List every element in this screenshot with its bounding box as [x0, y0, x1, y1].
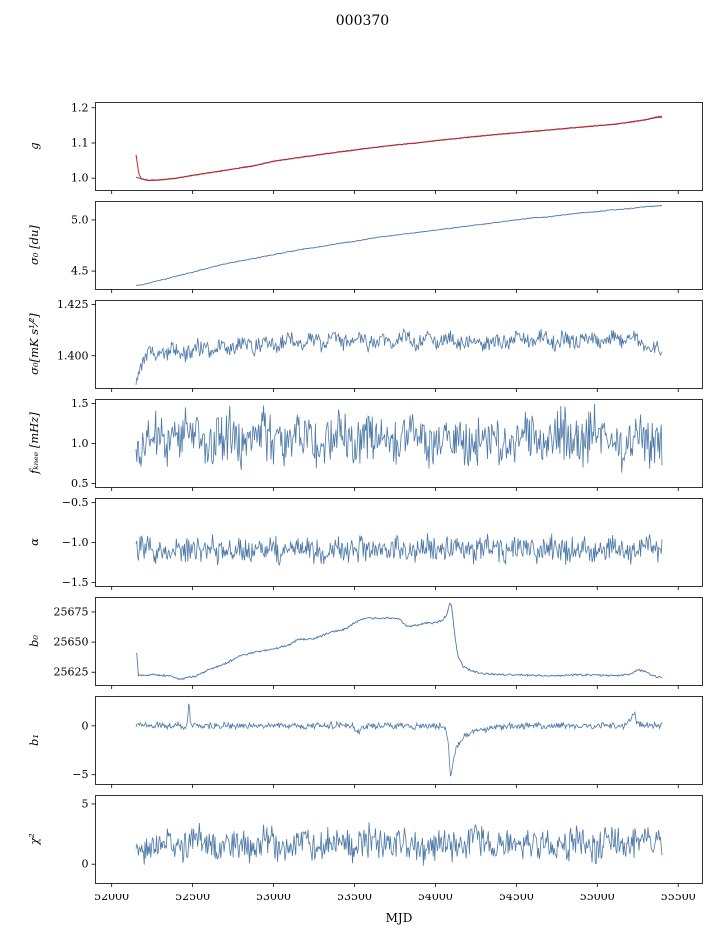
y-tick-label: 25650	[54, 636, 89, 649]
subplot-b1: −5 0 b₁	[27, 696, 703, 788]
y-tick-label: 1.2	[71, 102, 89, 114]
x-tick-label: 52000	[94, 894, 129, 903]
y-tick-label: 0	[82, 858, 89, 871]
y-tick-label: 0	[82, 719, 89, 732]
series-b0	[135, 602, 663, 681]
series-sigma0-du	[135, 205, 663, 286]
y-tick-label: 1.1	[71, 136, 89, 149]
subplot-alpha: −1.5 −1.0 −0.5 α	[27, 498, 703, 590]
y-tick-label: −1.5	[62, 576, 89, 589]
subplot-f-knee: 0.5 1.0 1.5 fₖₙₑₑ [mHz]	[27, 399, 703, 491]
y-axis-label: g	[27, 142, 41, 149]
plot-border	[95, 102, 703, 191]
y-tick-label: 5.0	[71, 213, 89, 226]
x-axis-label: MJD	[386, 911, 413, 925]
series-chi2	[135, 822, 663, 866]
subplot-stack: 1.0 1.1 1.2 g 4.5 5.0 σ₀ [du] 1.400 1.425 σ₀[mK s…	[0, 102, 725, 934]
x-tick-label: 55000	[580, 894, 615, 903]
y-tick-label: 5	[82, 797, 89, 810]
y-tick-label: 0.5	[71, 477, 89, 490]
series-b1	[135, 703, 663, 777]
plot-border	[95, 399, 703, 488]
series-sigma0-mK	[135, 328, 663, 385]
plot-border	[95, 498, 703, 587]
subplot-chi2: 0 5 χ²	[27, 795, 703, 887]
subplot-g: 1.0 1.1 1.2 g	[27, 102, 703, 194]
y-axis-label: b₀	[27, 635, 41, 647]
x-tick-label: 53500	[337, 894, 372, 903]
x-tick-label: 55500	[661, 894, 696, 903]
x-tick-label: 54500	[499, 894, 534, 903]
y-axis-label: σ₀[mK s¹⁄²]	[27, 313, 41, 375]
x-axis: 52000 52500 53000 53500 54000 54500 55000 55500…	[94, 894, 696, 925]
series-f-knee	[135, 404, 663, 473]
y-tick-label: 1.0	[71, 437, 89, 450]
y-tick-label: 1.425	[57, 300, 89, 311]
x-tick-label: 52500	[175, 894, 210, 903]
y-axis-label: α	[27, 538, 41, 546]
y-tick-label: 25675	[54, 605, 89, 618]
plot-border	[95, 696, 703, 785]
series-alpha	[135, 533, 663, 566]
plot-border	[95, 300, 703, 389]
x-tick-label: 53000	[256, 894, 291, 903]
y-axis-label: b₁	[27, 734, 41, 746]
plot-border	[95, 201, 703, 290]
series-gain-model	[135, 115, 663, 182]
y-tick-label: −5	[72, 768, 88, 781]
plot-border	[95, 795, 703, 884]
y-tick-label: −0.5	[62, 498, 89, 509]
figure-title: 000370	[335, 13, 390, 29]
subplot-sigma0-du: 4.5 5.0 σ₀ [du]	[27, 201, 703, 293]
y-axis-label: χ²	[27, 833, 41, 846]
y-axis-label: σ₀ [du]	[27, 225, 41, 265]
y-tick-label: 1.5	[71, 399, 89, 410]
x-tick-label: 54000	[418, 894, 453, 903]
y-tick-label: 1.400	[57, 349, 89, 362]
subplot-b0: 25625 25650 25675 b₀	[27, 597, 703, 689]
y-tick-label: 1.0	[71, 172, 89, 185]
y-tick-label: 25625	[54, 666, 89, 679]
y-axis-label: fₖₙₑₑ [mHz]	[27, 412, 41, 475]
plot-border	[95, 597, 703, 686]
subplot-sigma0-mK: 1.400 1.425 σ₀[mK s¹⁄²]	[27, 300, 703, 392]
y-tick-label: −1.0	[62, 536, 89, 549]
y-tick-label: 4.5	[71, 265, 89, 278]
